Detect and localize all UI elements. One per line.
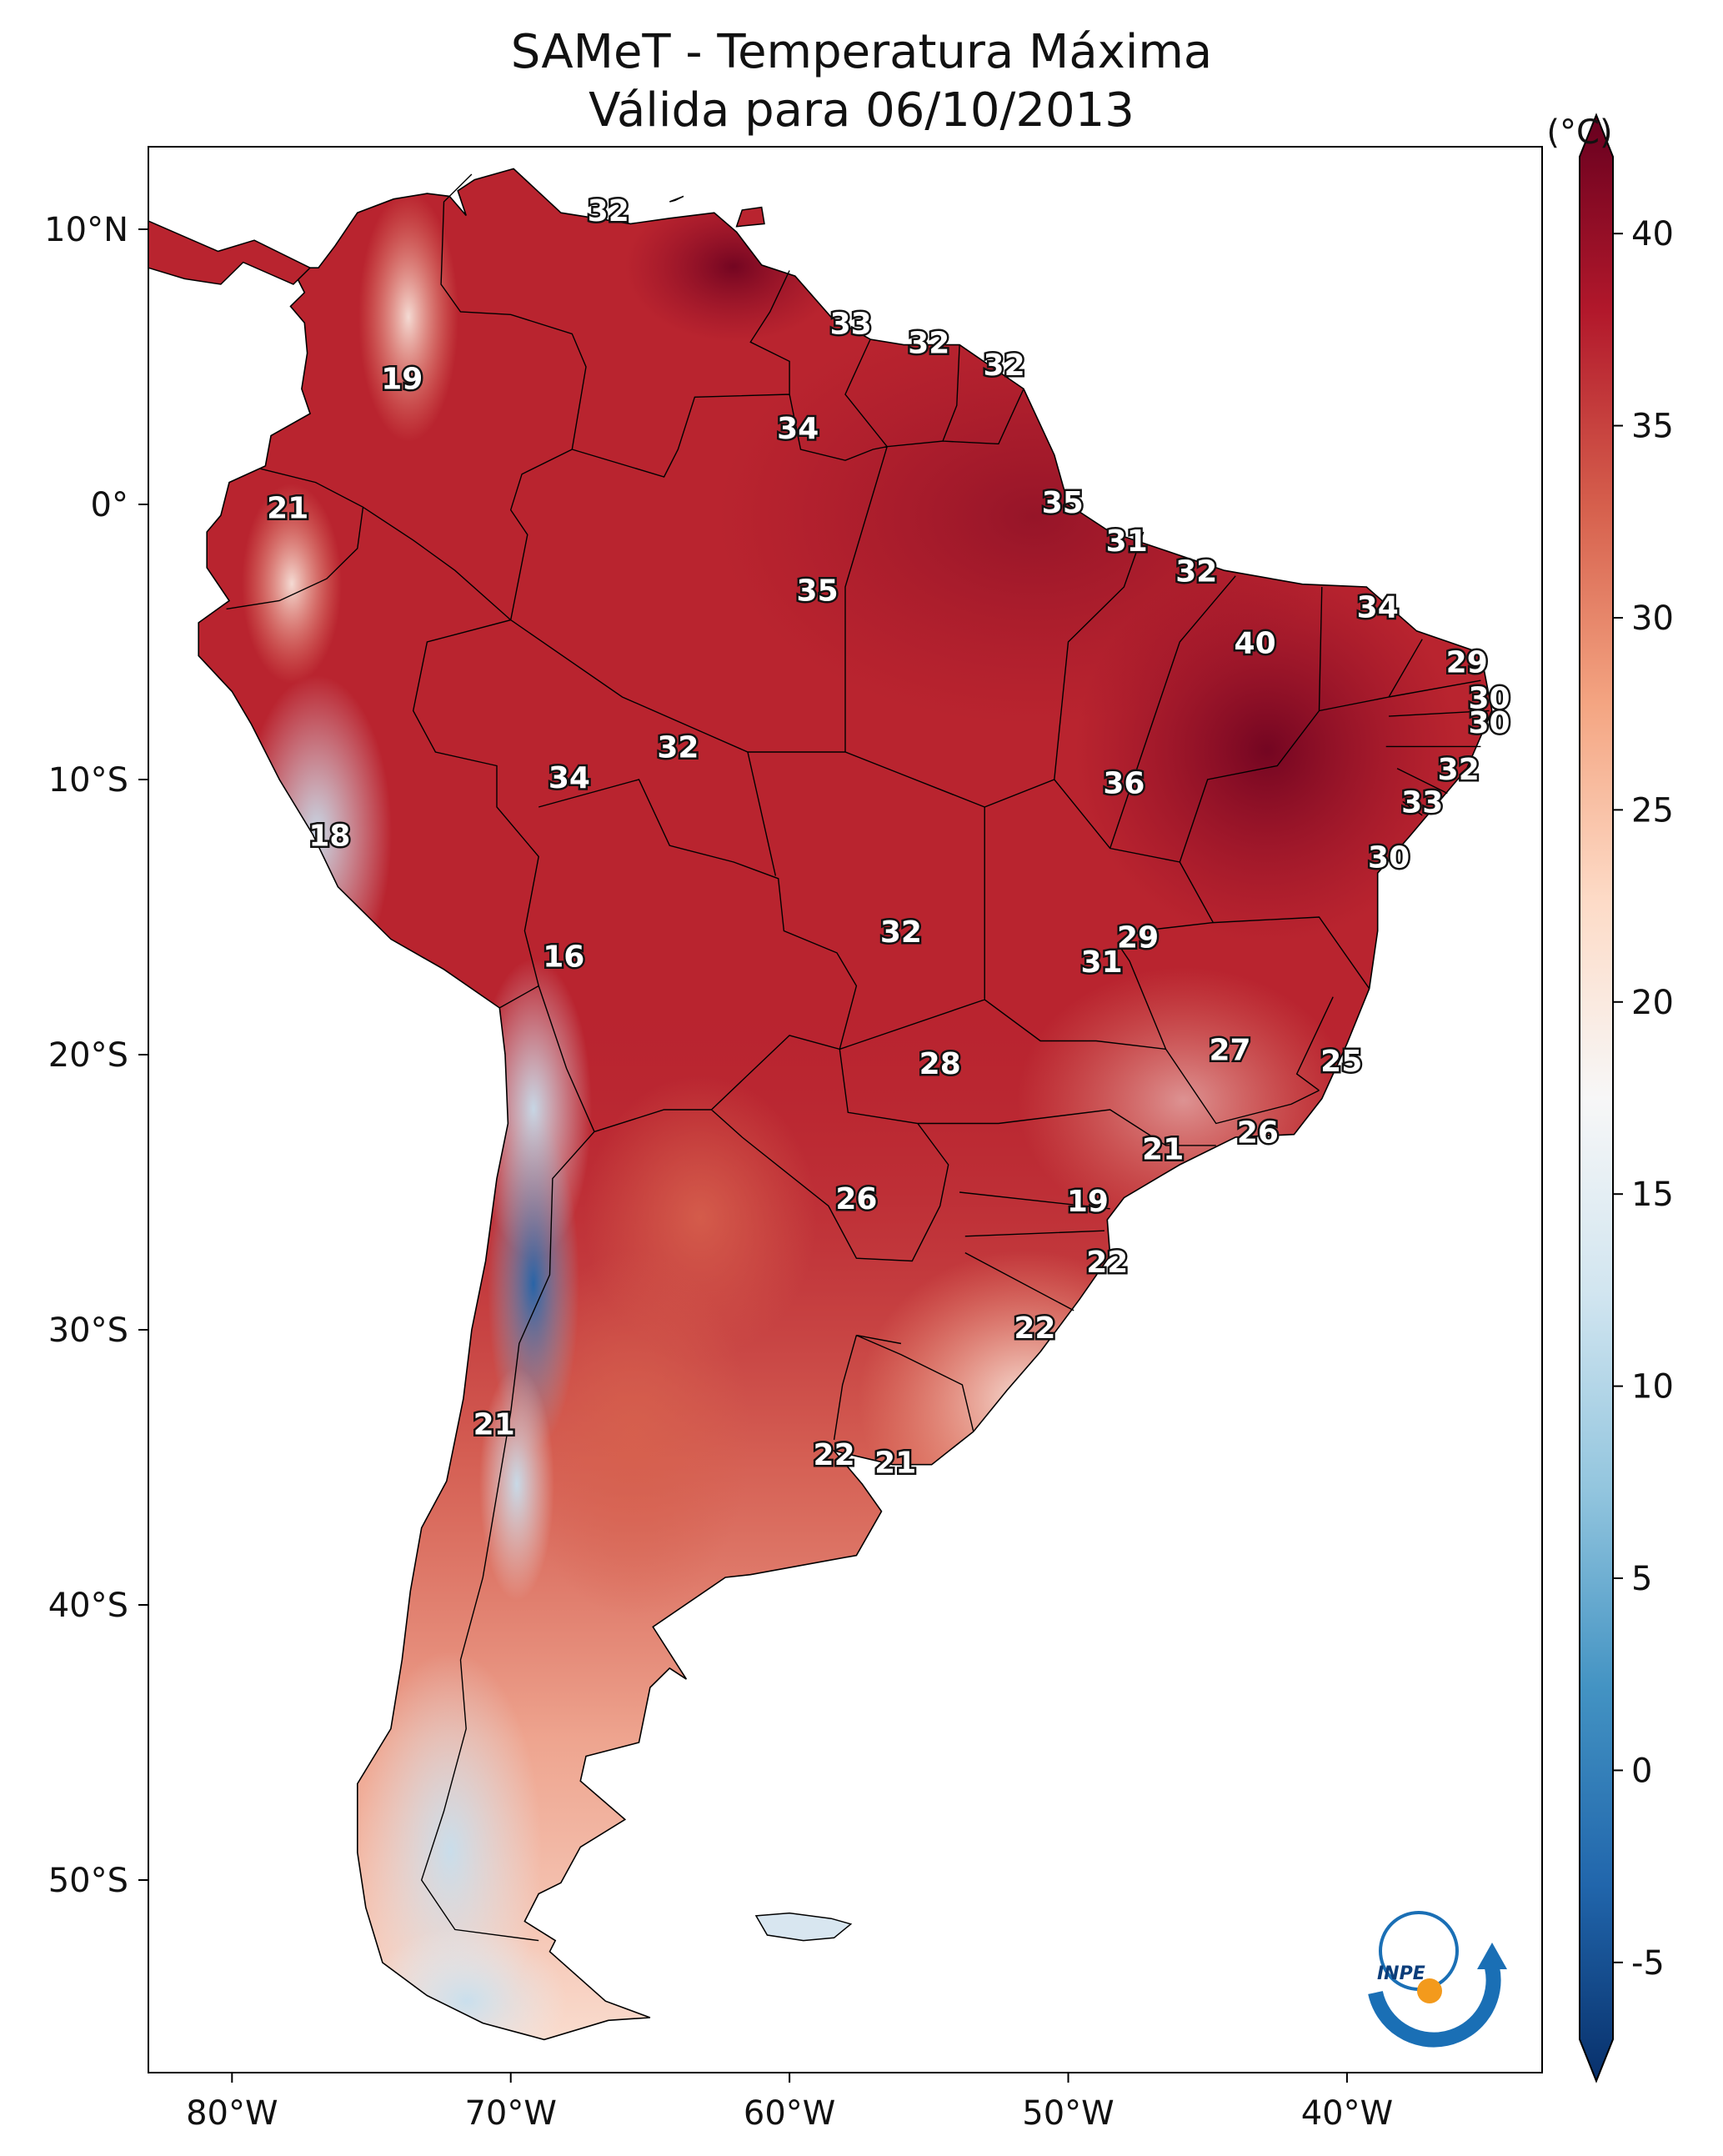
temperature-value-label: 34 [1357, 590, 1399, 624]
map-axes: 80°W 70°W 60°W 50°W 40°W 10°N 0° 10°S 20°S 30°S 40… [44, 211, 1393, 2133]
lat-tick-label: 30°S [48, 1311, 128, 1350]
country-borders [226, 173, 1490, 1942]
lat-tick-label: 20°S [48, 1036, 128, 1075]
temperature-value-label: 30 [1468, 681, 1510, 715]
temperature-value-label: 29 [1117, 920, 1159, 955]
falkland-islands [754, 1912, 853, 1942]
temperature-value-label: 22 [1086, 1246, 1128, 1280]
temperature-value-label: 34 [777, 412, 819, 446]
temperature-value-label: 16 [543, 940, 584, 975]
colorbar-tick-label: -5 [1631, 1944, 1665, 1983]
colorbar: 40 35 30 25 20 15 10 5 0 -5 (°C) [1546, 113, 1674, 2083]
temperature-value-label: 28 [919, 1047, 961, 1081]
temperature-value-label: 21 [473, 1408, 515, 1442]
map-subtitle: Válida para 06/10/2013 [589, 83, 1134, 138]
colorbar-tick-label: 0 [1631, 1752, 1652, 1790]
coastline-segment [735, 206, 765, 228]
lon-tick-label: 60°W [744, 2094, 835, 2133]
temperature-value-label: 21 [874, 1447, 916, 1481]
colorbar-ticks: 40 35 30 25 20 15 10 5 0 -5 [1613, 215, 1674, 1983]
colorbar-tick-label: 20 [1631, 984, 1674, 1022]
temperature-value-label: 25 [1320, 1045, 1362, 1079]
temperature-value-label: 32 [1175, 555, 1217, 589]
lat-tick-label: 10°N [44, 211, 128, 249]
colorbar-tick-label: 35 [1631, 408, 1674, 446]
colorbar-bar [1579, 113, 1614, 2083]
colorbar-unit: (°C) [1546, 113, 1612, 152]
colorbar-tick-label: 15 [1631, 1176, 1674, 1214]
colorbar-tick-label: 40 [1631, 215, 1674, 253]
temperature-value-label: 33 [1401, 786, 1443, 820]
temperature-value-label: 35 [797, 574, 839, 609]
temperature-value-label: 19 [1067, 1185, 1109, 1219]
coastline-segment [669, 195, 684, 203]
inpe-logo: INPE [1368, 1911, 1507, 2048]
temperature-value-label: 29 [1446, 645, 1488, 679]
colorbar-tick-label: 5 [1631, 1560, 1652, 1598]
temperature-value-label: 27 [1209, 1034, 1250, 1068]
temperature-value-label: 22 [1014, 1311, 1055, 1346]
temperature-value-label: 26 [1237, 1116, 1279, 1151]
temperature-value-label: 32 [880, 915, 922, 950]
logo-swoosh [1368, 1966, 1501, 2048]
coastline [198, 168, 1493, 2041]
lat-tick-label: 40°S [48, 1587, 128, 1625]
temperature-value-label: 19 [381, 363, 423, 397]
logo-text: INPE [1377, 1963, 1425, 1984]
temperature-value-label: 32 [657, 731, 699, 765]
map-title: SAMeT - Temperatura Máxima [510, 25, 1213, 79]
lat-tick-label: 10°S [48, 761, 128, 800]
temperature-value-label: 21 [1142, 1133, 1184, 1167]
temperature-value-label: 36 [1103, 767, 1144, 801]
temperature-value-label: 21 [267, 492, 308, 526]
lat-tick-label: 50°S [48, 1862, 128, 1900]
lon-tick-label: 50°W [1022, 2094, 1114, 2133]
temperature-value-label: 30 [1368, 841, 1410, 875]
logo-arrow [1477, 1943, 1507, 1969]
temperature-value-label: 18 [308, 819, 350, 853]
temperature-value-label: 34 [548, 761, 590, 795]
colorbar-tick-label: 30 [1631, 599, 1674, 638]
temperature-value-label: 35 [1042, 486, 1084, 520]
temperature-value-label: 33 [830, 308, 872, 342]
logo-sun [1417, 1978, 1442, 2003]
colorbar-tick-label: 25 [1631, 791, 1674, 830]
temperature-value-label: 31 [1106, 524, 1148, 559]
temperature-value-label: 32 [1438, 753, 1480, 787]
coastline-segment [148, 219, 312, 285]
temperature-value-label: 26 [835, 1182, 877, 1216]
colorbar-tick-label: 10 [1631, 1368, 1674, 1406]
temperature-value-label: 30 [1468, 706, 1510, 740]
temperature-value-label: 40 [1235, 626, 1276, 660]
lat-tick-label: 0° [91, 486, 128, 524]
lon-tick-label: 80°W [186, 2094, 278, 2133]
temperature-value-label: 32 [984, 348, 1025, 383]
temperature-value-label: 31 [1081, 945, 1123, 980]
temperature-value-label: 32 [908, 327, 949, 361]
lon-tick-label: 70°W [464, 2094, 556, 2133]
temperature-value-label: 22 [814, 1438, 855, 1472]
lon-tick-label: 40°W [1301, 2094, 1393, 2133]
temperature-value-label: 32 [588, 194, 629, 228]
